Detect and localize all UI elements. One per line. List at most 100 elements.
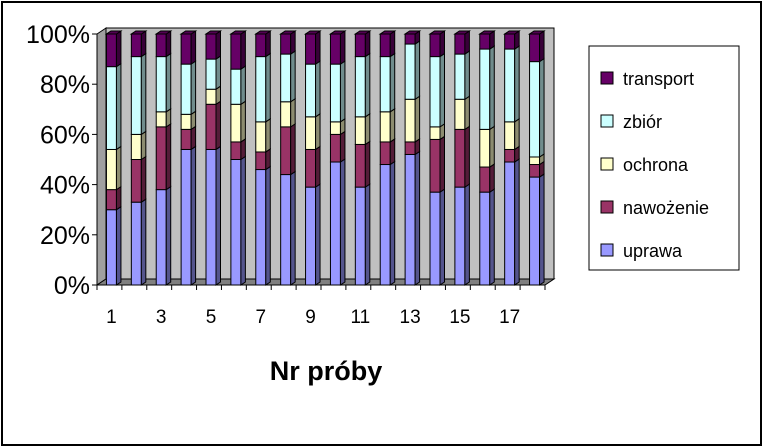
bar-stack bbox=[303, 30, 322, 286]
bar-segment bbox=[305, 148, 317, 188]
bar-stack bbox=[328, 30, 347, 286]
bar-side bbox=[315, 60, 321, 118]
bar-segment bbox=[329, 63, 341, 123]
bar-top bbox=[254, 30, 272, 35]
bar-side bbox=[539, 173, 545, 286]
bar-top bbox=[378, 30, 397, 35]
bar-side bbox=[464, 125, 470, 189]
bar-segment bbox=[180, 33, 192, 65]
bar-segment bbox=[155, 189, 167, 286]
legend-swatch bbox=[600, 243, 614, 257]
bar-side bbox=[464, 95, 470, 131]
bar-side bbox=[389, 107, 396, 143]
bar-side bbox=[389, 30, 396, 58]
bar-top bbox=[104, 30, 123, 35]
bar-top bbox=[328, 30, 347, 35]
bar-side bbox=[290, 30, 296, 56]
bar-segment bbox=[354, 33, 366, 58]
bar-top bbox=[279, 30, 297, 35]
bar-segment bbox=[155, 126, 167, 191]
bar-side bbox=[315, 30, 321, 66]
y-tick-label: 20% bbox=[40, 222, 90, 250]
bar-segment bbox=[105, 33, 117, 68]
bar-segment bbox=[105, 148, 117, 191]
bar-segment bbox=[305, 63, 317, 118]
bar-top bbox=[179, 30, 198, 35]
bar-segment bbox=[454, 186, 466, 286]
bar-segment bbox=[230, 68, 242, 105]
bar-stack bbox=[279, 30, 297, 286]
bar-side bbox=[464, 50, 470, 101]
bar-segment bbox=[404, 43, 416, 100]
bar-side bbox=[439, 188, 445, 286]
bar-side bbox=[290, 170, 296, 286]
bar-segment bbox=[429, 126, 441, 140]
bar-side bbox=[339, 130, 346, 163]
legend-swatch bbox=[600, 114, 614, 128]
bar-segment bbox=[379, 141, 391, 166]
bar-stack bbox=[428, 30, 447, 286]
x-tick-label: 5 bbox=[206, 307, 217, 328]
bar-segment bbox=[230, 141, 242, 160]
bar-segment bbox=[379, 164, 391, 286]
bar-side bbox=[539, 30, 545, 63]
bar-segment bbox=[280, 33, 292, 55]
bar-side bbox=[215, 30, 221, 61]
bar-side bbox=[364, 112, 371, 146]
bar-segment bbox=[180, 148, 192, 286]
bar-segment bbox=[280, 101, 292, 128]
bar-segment bbox=[454, 98, 466, 130]
bar-stack bbox=[527, 30, 546, 286]
bar-top bbox=[129, 30, 148, 35]
bar-side bbox=[364, 52, 371, 118]
legend-label: nawożenie bbox=[623, 198, 709, 218]
bar-side bbox=[265, 52, 271, 123]
bar-segment bbox=[329, 121, 341, 135]
bar-segment bbox=[255, 169, 267, 286]
bar-side bbox=[190, 30, 197, 66]
bar-segment bbox=[329, 33, 341, 65]
bar-side bbox=[165, 52, 172, 113]
bar-segment bbox=[280, 174, 292, 286]
legend-swatch bbox=[600, 200, 614, 214]
bar-side bbox=[190, 145, 197, 286]
bar-side bbox=[489, 188, 495, 286]
legend-label: ochrona bbox=[623, 155, 689, 175]
bar-segment bbox=[305, 33, 317, 65]
bar-segment bbox=[180, 128, 192, 150]
bar-top bbox=[353, 30, 372, 35]
bar-segment bbox=[429, 191, 441, 286]
bar-side bbox=[215, 55, 221, 91]
x-tick-label: 9 bbox=[305, 307, 316, 328]
bar-side bbox=[364, 30, 371, 58]
bar-segment bbox=[504, 33, 516, 50]
bar-segment bbox=[180, 113, 192, 130]
bar-side bbox=[439, 30, 445, 58]
bar-side bbox=[489, 163, 495, 194]
x-tick-label: 13 bbox=[400, 307, 421, 328]
bar-side bbox=[240, 155, 246, 286]
bar-side bbox=[315, 145, 321, 189]
bar-side bbox=[464, 183, 470, 286]
bar-side bbox=[389, 160, 396, 286]
bar-top bbox=[527, 30, 546, 35]
legend-swatch bbox=[600, 71, 614, 85]
bar-segment bbox=[529, 176, 541, 286]
bar-segment bbox=[504, 148, 516, 163]
legend-box bbox=[588, 45, 740, 271]
bar-side bbox=[364, 183, 371, 286]
bar-segment bbox=[130, 56, 142, 135]
bar-side bbox=[514, 45, 520, 123]
bar-segment bbox=[454, 33, 466, 55]
bar-side bbox=[240, 65, 246, 106]
bar-side bbox=[240, 30, 246, 71]
bar-segment bbox=[479, 191, 491, 286]
bar-segment bbox=[429, 33, 441, 58]
bar-stack bbox=[378, 30, 397, 286]
x-tick-label: 3 bbox=[156, 307, 167, 328]
legend-swatch bbox=[600, 157, 614, 171]
bar-side bbox=[489, 125, 495, 168]
bar-segment bbox=[354, 116, 366, 145]
bar-segment bbox=[329, 161, 341, 286]
